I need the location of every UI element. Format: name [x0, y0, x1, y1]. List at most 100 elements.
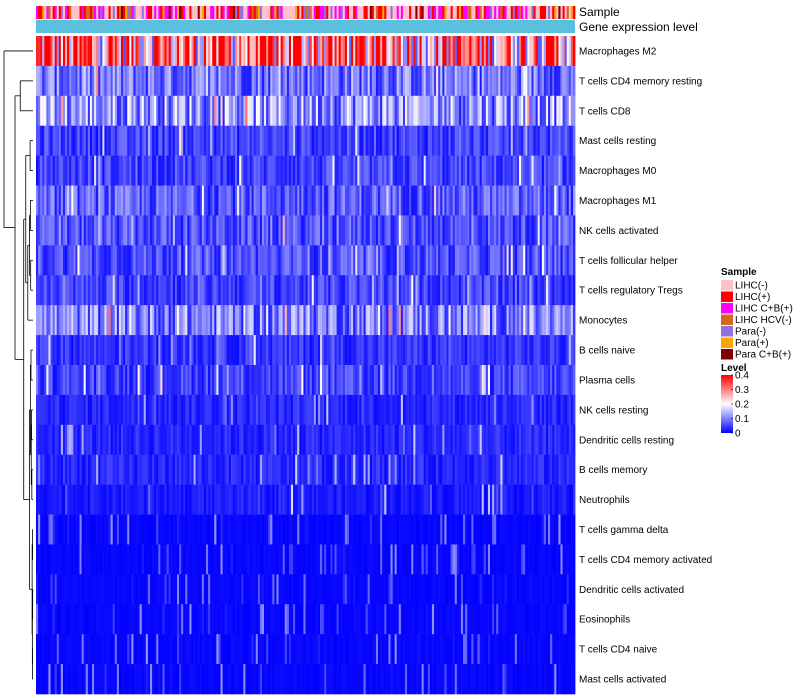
sample-annotation-cell	[529, 6, 532, 19]
heatmap-cell	[421, 394, 425, 426]
heatmap-cell	[247, 365, 250, 396]
heatmap-cell	[183, 514, 186, 545]
heatmap-cell	[160, 65, 163, 97]
heatmap-cell	[460, 185, 464, 216]
heatmap-cell	[62, 95, 66, 127]
heatmap-cell	[208, 125, 211, 156]
heatmap-cell	[336, 305, 340, 336]
heatmap-cell	[205, 454, 209, 485]
heatmap-cell	[241, 36, 244, 67]
sample-annotation-cell	[434, 6, 437, 19]
heatmap-cell	[442, 305, 445, 336]
heatmap-cell	[162, 544, 165, 575]
heatmap-cell	[320, 215, 323, 246]
heatmap-cell	[436, 95, 439, 127]
heatmap-cell	[127, 394, 130, 426]
heatmap-cell	[485, 335, 489, 366]
heatmap-cell	[309, 95, 313, 127]
heatmap-cell	[284, 305, 288, 336]
heatmap-cell	[504, 36, 507, 67]
heatmap-cell	[479, 36, 483, 67]
heatmap-cell	[568, 185, 572, 216]
heatmap-cell	[460, 245, 464, 276]
heatmap-cell	[419, 185, 422, 216]
heatmap-cell	[112, 424, 116, 456]
heatmap-cell	[222, 335, 226, 366]
heatmap-cell	[255, 305, 259, 336]
heatmap-cell	[40, 484, 43, 515]
heatmap-cell	[69, 95, 72, 127]
heatmap-cell	[75, 394, 78, 426]
heatmap-cell	[266, 215, 269, 246]
heatmap-cell	[191, 155, 194, 186]
heatmap-cell	[363, 484, 367, 515]
heatmap-cell	[436, 245, 439, 276]
heatmap-cell	[232, 125, 236, 156]
heatmap-cell	[193, 394, 197, 426]
heatmap-cell	[402, 65, 406, 97]
heatmap-cell	[419, 155, 422, 186]
heatmap-cell	[357, 514, 360, 545]
heatmap-cell	[378, 454, 381, 485]
heatmap-cell	[205, 95, 209, 127]
heatmap-cell	[100, 125, 103, 156]
heatmap-cell	[40, 394, 43, 426]
heatmap-cell	[562, 305, 566, 336]
heatmap-cell	[398, 514, 402, 545]
heatmap-cell	[290, 544, 294, 575]
heatmap-cell	[259, 544, 263, 575]
heatmap-cell	[232, 305, 236, 336]
heatmap-cell	[114, 484, 118, 515]
heatmap-cell	[305, 215, 308, 246]
heatmap-cell	[73, 544, 76, 575]
heatmap-cell	[566, 365, 570, 396]
heatmap-cell	[235, 155, 238, 186]
heatmap-cell	[485, 484, 489, 515]
heatmap-cell	[409, 245, 412, 276]
heatmap-cell	[311, 36, 315, 67]
heatmap-cell	[67, 95, 70, 127]
heatmap-cell	[257, 185, 261, 216]
sample-annotation-cell	[303, 6, 306, 19]
sample-annotation-cell	[60, 6, 64, 19]
heatmap-cell	[396, 365, 400, 396]
heatmap-cell	[471, 544, 474, 575]
heatmap-cell	[386, 454, 389, 485]
heatmap-cell	[245, 424, 248, 456]
heatmap-cell	[212, 215, 215, 246]
heatmap-cell	[311, 65, 315, 97]
heatmap-cell	[521, 514, 524, 545]
heatmap-cell	[73, 305, 76, 336]
heatmap-cell	[185, 95, 188, 127]
heatmap-cell	[241, 155, 244, 186]
heatmap-cell	[46, 65, 49, 97]
heatmap-cell	[317, 394, 321, 426]
heatmap-cell	[284, 95, 288, 127]
heatmap-cell	[168, 514, 172, 545]
heatmap-cell	[456, 125, 460, 156]
heatmap-cell	[272, 185, 275, 216]
heatmap-cell	[56, 215, 60, 246]
heatmap-cell	[407, 245, 410, 276]
heatmap-cell	[342, 454, 346, 485]
heatmap-cell	[203, 185, 207, 216]
heatmap-cell	[394, 424, 398, 456]
heatmap-cell	[241, 275, 244, 306]
heatmap-cell	[179, 544, 182, 575]
heatmap-cell	[199, 275, 203, 306]
heatmap-cell	[195, 125, 199, 156]
heatmap-cell	[492, 65, 495, 97]
heatmap-cell	[545, 514, 549, 545]
heatmap-cell	[158, 275, 161, 306]
heatmap-cell	[255, 335, 259, 366]
heatmap-cell	[257, 544, 261, 575]
heatmap-cell	[496, 365, 499, 396]
heatmap-cell	[71, 544, 74, 575]
sample-annotation-cell	[307, 6, 311, 19]
heatmap-cell	[570, 36, 574, 67]
heatmap-cell	[87, 365, 91, 396]
heatmap-cell	[286, 155, 290, 186]
heatmap-cell	[286, 454, 290, 485]
heatmap-cell	[357, 36, 360, 67]
heatmap-cell	[500, 275, 503, 306]
